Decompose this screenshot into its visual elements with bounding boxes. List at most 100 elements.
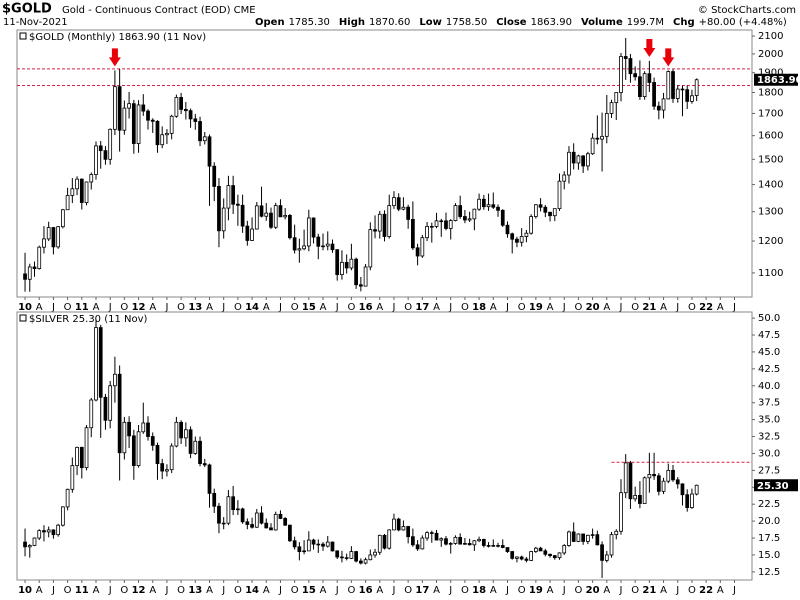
candle-body [675, 88, 680, 99]
candle-body [27, 266, 32, 280]
y-tick-label: 35.0 [758, 415, 780, 426]
candle-body [108, 128, 113, 160]
candle-body [472, 540, 477, 546]
candle-body [56, 226, 61, 248]
candle-body [647, 73, 652, 83]
candle-body [619, 492, 623, 532]
candle-body [429, 532, 434, 534]
x-tick-label: A [490, 302, 497, 313]
candle-body [429, 225, 434, 228]
candle-body [179, 421, 183, 439]
candle-body [302, 245, 306, 250]
candle-body [406, 206, 411, 220]
candle-body [680, 483, 685, 496]
candle-body [666, 469, 671, 482]
candle-body [349, 258, 354, 269]
candle-body [628, 58, 633, 75]
candle-body [217, 186, 221, 232]
x-tick-label: O [404, 585, 412, 596]
x-tick-label: J [505, 585, 509, 596]
candle-body [283, 518, 288, 526]
x-tick-label: A [547, 302, 554, 313]
x-tick-label: A [376, 302, 383, 313]
legend: $SILVER 25.30 (11 Nov) [29, 314, 148, 325]
candle-body [685, 494, 690, 508]
candle-body [576, 533, 581, 542]
candle-body [250, 524, 254, 528]
candle-body [519, 236, 524, 243]
x-tick-label: O [291, 585, 299, 596]
candle-body [344, 557, 349, 559]
x-tick-label: O [347, 302, 355, 313]
x-tick-label: A [320, 585, 327, 596]
candle-body [642, 73, 647, 98]
candle-body [363, 559, 368, 564]
candle-body [316, 543, 321, 546]
candle-body [51, 227, 56, 248]
x-tick-label: J [619, 585, 623, 596]
candle-body [562, 174, 567, 182]
candle-body [496, 206, 500, 211]
candle-body [571, 151, 576, 164]
candle-body [340, 556, 344, 559]
candle-body [94, 145, 98, 175]
candle-body [387, 529, 392, 549]
y-tick-label: 32.5 [758, 432, 780, 443]
candle-body [628, 462, 633, 500]
x-tick-label: 12 [132, 302, 146, 313]
candle-body [652, 474, 656, 477]
candle-body [236, 508, 240, 511]
candle-body [174, 97, 179, 117]
candle-body [311, 539, 316, 545]
candle-body [614, 92, 619, 104]
x-tick-label: A [660, 302, 667, 313]
y-tick-label: 40.0 [758, 381, 780, 392]
candle-body [245, 225, 250, 241]
y-tick-label: 15.0 [758, 550, 780, 561]
candle-body [623, 462, 628, 494]
y-tick-label: 17.5 [758, 533, 780, 544]
candle-body [548, 211, 552, 217]
candle-body [595, 137, 600, 140]
date: 11-Nov-2021 [3, 17, 68, 28]
candle-body [439, 538, 444, 541]
candle-body [292, 237, 297, 251]
candle-body [330, 243, 335, 251]
x-tick-label: A [547, 585, 554, 596]
x-tick-label: 20 [586, 585, 600, 596]
candle-body [690, 493, 694, 508]
y-tick-label: 1400 [758, 180, 783, 191]
x-tick-label: O [120, 302, 128, 313]
candle-body [89, 399, 94, 429]
candle-body [37, 246, 42, 270]
candle-body [552, 208, 557, 217]
x-tick-label: J [562, 302, 566, 313]
candle-body [609, 102, 614, 114]
candle-body [538, 204, 543, 208]
x-tick-label: J [505, 302, 509, 313]
last-value-box [754, 479, 798, 492]
x-tick-label: J [335, 585, 339, 596]
candle-body [117, 86, 122, 131]
x-tick-label: A [263, 302, 270, 313]
candle-body [212, 165, 217, 187]
x-tick-label: A [717, 302, 724, 313]
x-tick-label: J [391, 585, 395, 596]
candle-body [32, 266, 37, 270]
candle-body [325, 243, 330, 247]
candle-body [358, 560, 363, 564]
arrow-marker [662, 48, 675, 67]
candle-body [297, 546, 302, 552]
candle-body [306, 539, 311, 552]
candle-body [623, 56, 628, 59]
candle-body [330, 541, 335, 552]
candle-body [363, 266, 368, 287]
candle-body [500, 209, 505, 226]
candle-body [202, 136, 207, 142]
candle-body [481, 538, 486, 546]
candle-body [671, 469, 675, 481]
x-tick-label: A [660, 585, 667, 596]
candle-body [150, 119, 155, 122]
x-tick-label: 17 [415, 302, 429, 313]
candle-body [571, 531, 576, 542]
